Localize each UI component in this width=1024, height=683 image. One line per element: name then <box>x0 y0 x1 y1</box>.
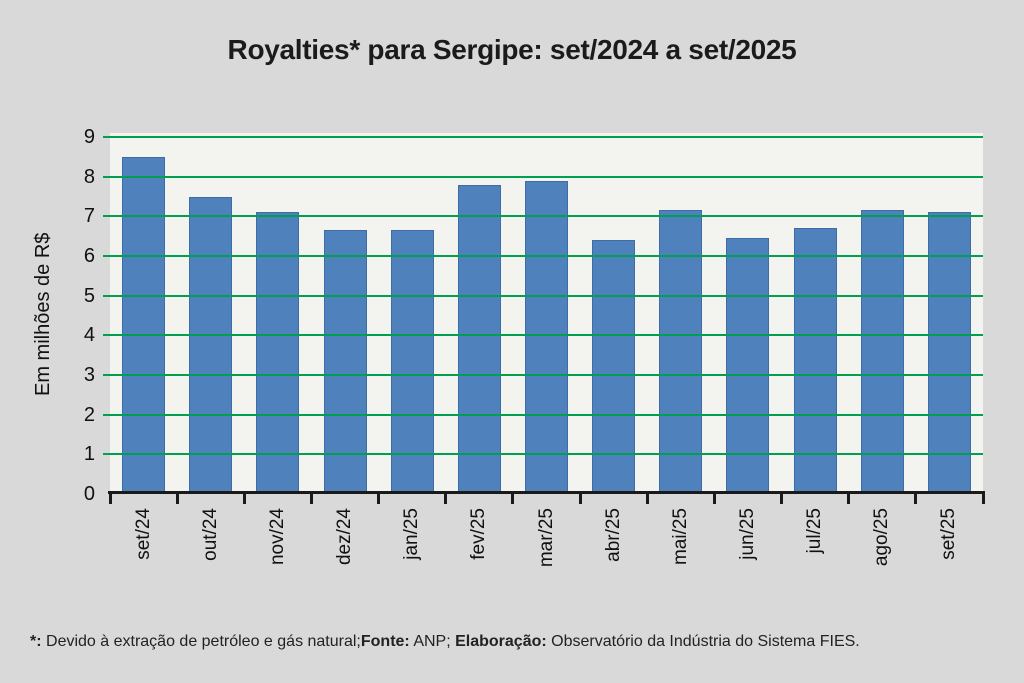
gridline-4 <box>103 334 983 337</box>
y-tick-label-1: 1 <box>83 443 95 466</box>
x-tick-label-set/24: set/24 <box>132 508 154 560</box>
x-tick-label-ago/25: ago/25 <box>871 508 893 567</box>
x-tick-label-jul/25: jul/25 <box>804 508 826 554</box>
x-axis-tick <box>981 491 985 504</box>
gridline-3 <box>103 374 983 376</box>
y-tick-label-8: 8 <box>83 165 95 188</box>
x-tick-label-nov/24: nov/24 <box>266 508 288 566</box>
x-tick-label-fev/25: fev/25 <box>468 508 490 560</box>
bar-jan/25 <box>390 230 434 494</box>
source-label: Fonte: <box>360 633 410 650</box>
bar-abr/25 <box>592 240 636 494</box>
chart-title: Royalties* para Sergipe: set/2024 a set/… <box>227 34 797 65</box>
plot-area <box>103 133 985 504</box>
y-tick-label-3: 3 <box>83 364 95 386</box>
bar-jun/25 <box>726 238 770 494</box>
x-axis-tick <box>444 491 448 504</box>
x-axis-tick <box>780 491 784 504</box>
bar-dez/24 <box>323 230 367 494</box>
y-tick-label-0: 0 <box>83 483 95 505</box>
x-tick-label-set/25: set/25 <box>938 508 960 560</box>
x-axis-tick <box>847 491 851 504</box>
x-axis-tick <box>712 491 716 504</box>
gridline-6 <box>103 255 983 257</box>
y-tick-label-7: 7 <box>83 205 95 228</box>
x-axis-tick <box>309 491 313 504</box>
bar-out/24 <box>189 196 233 494</box>
footnote-text: Devido à extração de petróleo e gás natu… <box>41 633 361 650</box>
elaboration-label: Elaboração: <box>455 633 547 650</box>
x-tick-label-out/24: out/24 <box>199 508 221 561</box>
x-tick-label-mar/25: mar/25 <box>535 508 557 568</box>
x-tick-label-jan/25: jan/25 <box>401 508 423 560</box>
bar-jul/25 <box>793 228 837 494</box>
x-axis-tick <box>175 491 179 504</box>
x-tick-label-dez/24: dez/24 <box>334 508 356 566</box>
x-axis-tick <box>511 491 515 504</box>
gridline-7 <box>103 215 983 218</box>
x-axis-tick <box>578 491 582 504</box>
gridline-5 <box>103 294 983 297</box>
y-tick-label-4: 4 <box>83 324 95 347</box>
x-axis-line <box>108 491 985 494</box>
x-tick-label-mai/25: mai/25 <box>669 508 691 566</box>
gridline-9 <box>103 136 983 138</box>
x-axis-tick <box>914 491 918 504</box>
bar-fev/25 <box>457 184 501 494</box>
x-axis-tick <box>645 491 649 504</box>
bar-mar/25 <box>525 180 568 494</box>
x-tick-label-jun/25: jun/25 <box>736 508 758 560</box>
x-axis-tick <box>108 491 112 504</box>
source-note: *: Devido à extração de petróleo e gás n… <box>30 631 1000 653</box>
bar-mai/25 <box>659 210 703 494</box>
y-tick-label-9: 9 <box>83 126 95 148</box>
gridline-2 <box>103 413 983 416</box>
y-tick-label-5: 5 <box>83 284 95 307</box>
y-tick-label-6: 6 <box>83 245 95 267</box>
bar-set/25 <box>927 212 971 494</box>
x-axis-tick <box>377 491 381 504</box>
x-axis-tick <box>242 491 246 504</box>
footnote-asterisk: *: <box>30 633 42 650</box>
elaboration-value: Observatório da Indústria do Sistema FIE… <box>546 633 860 650</box>
x-tick-label-abr/25: abr/25 <box>602 508 624 562</box>
bar-set/24 <box>122 156 166 494</box>
bar-nov/24 <box>256 212 300 494</box>
bar-ago/25 <box>860 210 904 494</box>
y-tick-label-2: 2 <box>83 403 95 426</box>
y-axis-title: Em milhões de R$ <box>32 232 54 396</box>
source-value: ANP; <box>409 633 456 650</box>
gridline-8 <box>103 175 983 178</box>
gridline-1 <box>103 453 983 456</box>
